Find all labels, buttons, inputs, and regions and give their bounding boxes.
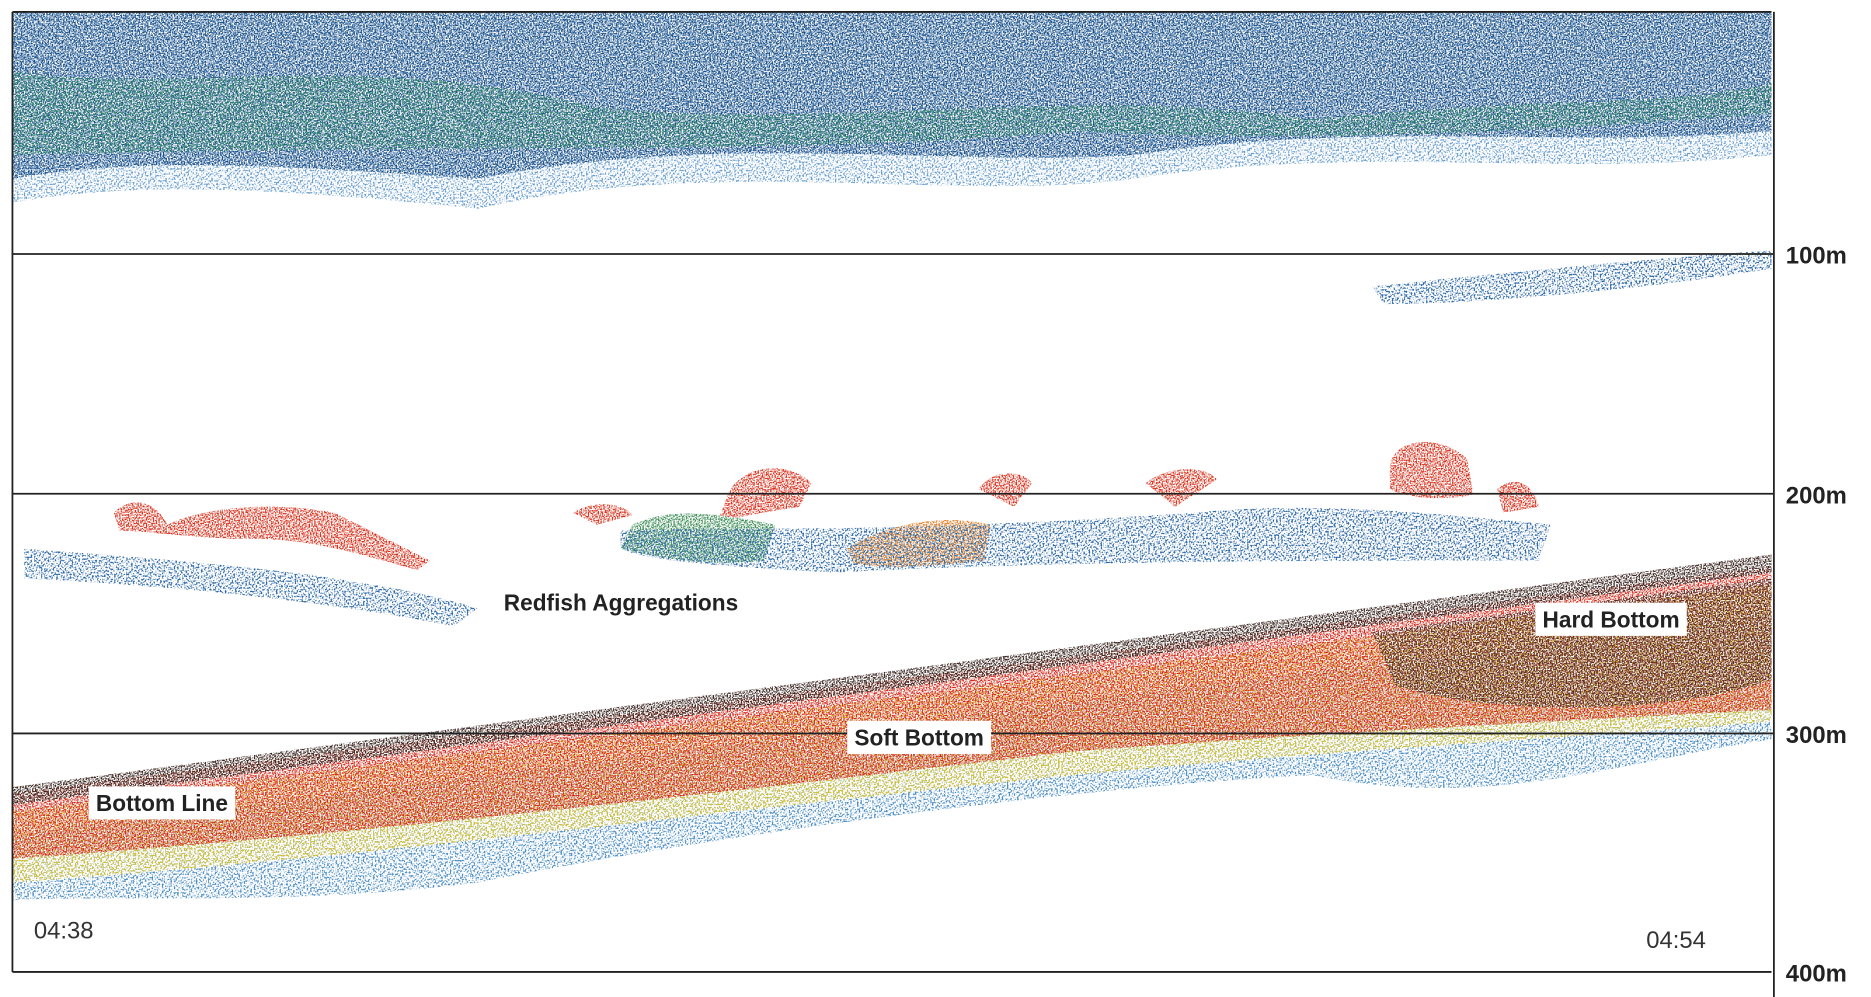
depth-label: 100m (1786, 243, 1847, 270)
start-time: 04:38 (34, 918, 94, 945)
depth-label: 300m (1786, 722, 1847, 749)
depth-label: 400m (1786, 960, 1847, 987)
annotation: Redfish Aggregations (504, 590, 738, 616)
echogram: 100m 200m 300m 400m 04:38 04:54 Redfish … (0, 0, 1871, 997)
page: {"depth_labels": ["100m", "200m", "300m"… (0, 0, 1871, 997)
annotation: Hard Bottom (1543, 606, 1680, 632)
depth-label: 200m (1786, 482, 1847, 509)
annotation: Bottom Line (96, 790, 228, 816)
echo-returns (12, 12, 1771, 900)
annotation: Soft Bottom (854, 724, 984, 750)
end-time: 04:54 (1646, 927, 1706, 954)
